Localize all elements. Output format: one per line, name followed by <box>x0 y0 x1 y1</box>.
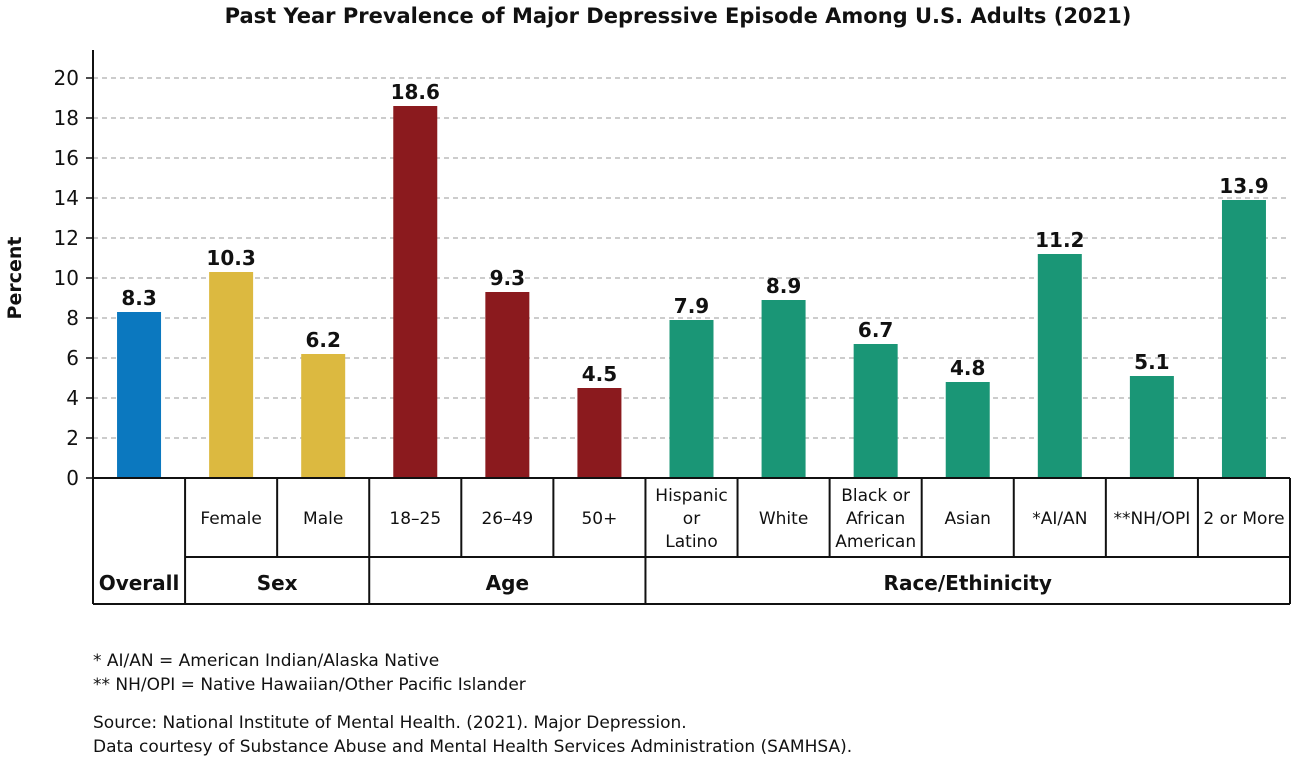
category-label: Hispanic or Latino <box>655 486 727 552</box>
data-label: 10.3 <box>206 246 255 270</box>
y-tick-label: 2 <box>66 426 79 450</box>
y-axis-label: Percent <box>4 237 26 320</box>
bar <box>1221 200 1266 478</box>
y-tick-label: 6 <box>66 346 79 370</box>
data-label: 5.1 <box>1134 350 1169 374</box>
y-tick-label: 10 <box>54 266 79 290</box>
source-line-2: Data courtesy of Substance Abuse and Men… <box>93 737 853 757</box>
category-label: 2 or More <box>1203 509 1284 529</box>
data-label: 13.9 <box>1219 174 1268 198</box>
group-label: Age <box>486 571 529 595</box>
footnote-aian: * AI/AN = American Indian/Alaska Native <box>93 651 440 671</box>
category-label: Male <box>303 509 343 529</box>
bar <box>1037 254 1082 478</box>
chart-title: Past Year Prevalence of Major Depressive… <box>224 4 1132 28</box>
group-label: Sex <box>257 571 298 595</box>
data-label: 9.3 <box>490 266 525 290</box>
bar <box>669 320 714 478</box>
bar <box>945 382 990 478</box>
data-label: 8.3 <box>121 286 156 310</box>
data-label: 4.8 <box>950 356 985 380</box>
category-label: Asian <box>945 509 991 529</box>
group-label: Race/Ethinicity <box>884 571 1052 595</box>
y-tick-label: 20 <box>54 66 79 90</box>
data-label: 11.2 <box>1035 228 1084 252</box>
group-label: Overall <box>99 571 180 595</box>
bar <box>209 272 254 478</box>
bar <box>301 354 346 478</box>
y-tick-label: 14 <box>54 186 79 210</box>
bar <box>117 312 162 478</box>
footnotes: * AI/AN = American Indian/Alaska Native … <box>93 649 526 697</box>
category-label: White <box>759 509 808 529</box>
bar <box>853 344 898 478</box>
category-label: 50+ <box>581 509 617 529</box>
source-line-1: Source: National Institute of Mental Hea… <box>93 713 687 733</box>
data-label: 6.2 <box>305 328 340 352</box>
bar <box>1129 376 1174 478</box>
bar <box>577 388 622 478</box>
category-label: *AI/AN <box>1032 509 1087 529</box>
data-label: 8.9 <box>766 274 801 298</box>
category-label: 18–25 <box>389 509 441 529</box>
y-tick-label: 12 <box>54 226 79 250</box>
data-label: 6.7 <box>858 318 893 342</box>
category-label: **NH/OPI <box>1113 509 1190 529</box>
footnote-nhopi: ** NH/OPI = Native Hawaiian/Other Pacifi… <box>93 675 526 695</box>
y-tick-label: 8 <box>66 306 79 330</box>
category-label: Black or African American <box>835 486 916 552</box>
y-tick-label: 0 <box>66 466 79 490</box>
y-tick-label: 16 <box>54 146 79 170</box>
bar <box>393 106 438 478</box>
category-label: Female <box>200 509 261 529</box>
y-tick-label: 18 <box>54 106 79 130</box>
category-label: 26–49 <box>481 509 533 529</box>
bar <box>485 292 530 478</box>
data-label: 4.5 <box>582 362 617 386</box>
bar <box>761 300 806 478</box>
data-label: 7.9 <box>674 294 709 318</box>
y-tick-label: 4 <box>66 386 79 410</box>
source-note: Source: National Institute of Mental Hea… <box>93 711 852 759</box>
data-label: 18.6 <box>391 80 440 104</box>
